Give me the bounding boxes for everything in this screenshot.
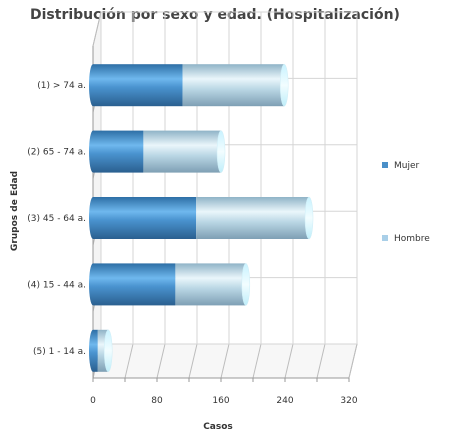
bar-cap-end	[279, 63, 289, 107]
bar-segment	[143, 130, 221, 173]
x-tick-label: 80	[151, 396, 163, 406]
bar-group	[89, 263, 251, 306]
bar-group	[89, 329, 113, 373]
x-tick-labels: 0 80 160 240 320	[90, 396, 358, 406]
category-label: (5) 1 - 14 a.	[33, 347, 86, 357]
x-tick-label: 160	[212, 396, 229, 406]
bar-cap-end	[304, 196, 314, 240]
category-label: (2) 65 - 74 a.	[27, 148, 86, 158]
side-line	[92, 11, 102, 47]
bar-cap-left	[89, 329, 97, 372]
legend-swatch	[382, 162, 388, 168]
legend: Mujer Hombre	[382, 161, 430, 244]
bar-group	[89, 63, 289, 107]
legend-label: Hombre	[394, 234, 430, 244]
legend-label: Mujer	[394, 161, 420, 171]
floor-line	[156, 343, 166, 379]
floor-line	[252, 343, 262, 379]
x-tick-label: 0	[90, 396, 96, 406]
floor-line	[124, 343, 134, 379]
bar-segment	[93, 263, 176, 306]
bar-segment	[97, 329, 109, 372]
floor-line	[348, 343, 358, 379]
floor-line	[284, 343, 294, 379]
bar-segment	[175, 263, 246, 306]
bars	[89, 63, 314, 373]
bar-group	[89, 130, 226, 173]
category-labels: (1) > 74 a. (2) 65 - 74 a. (3) 45 - 64 a. (…	[27, 81, 86, 357]
x-tick-label: 320	[340, 396, 357, 406]
bar-cap-left	[89, 130, 97, 173]
bar-cap-left	[89, 263, 97, 306]
floor-line	[316, 343, 326, 379]
bar-cap-end	[103, 329, 113, 373]
y-axis-title: Grupos de Edad	[10, 171, 20, 251]
category-label: (4) 15 - 44 a.	[27, 280, 86, 290]
x-axis-title: Casos	[203, 422, 233, 432]
bar-cap-left	[89, 64, 97, 107]
floor-line	[220, 343, 230, 379]
floor-line	[188, 343, 198, 379]
bar-cap-end	[216, 130, 226, 173]
bar-segment	[93, 130, 144, 173]
bar-group	[89, 196, 314, 240]
bar-segment	[182, 64, 285, 107]
bar-segment	[93, 64, 183, 107]
bar-segment	[196, 197, 309, 239]
chart-title: Distribución por sexo y edad. (Hospitali…	[30, 7, 400, 23]
bar-cap-end	[241, 263, 251, 306]
bar-cap-left	[89, 197, 97, 239]
category-label: (3) 45 - 64 a.	[27, 214, 86, 224]
x-tick-label: 240	[276, 396, 293, 406]
bar-segment	[93, 197, 197, 239]
legend-swatch	[382, 235, 388, 241]
category-label: (1) > 74 a.	[37, 81, 86, 91]
